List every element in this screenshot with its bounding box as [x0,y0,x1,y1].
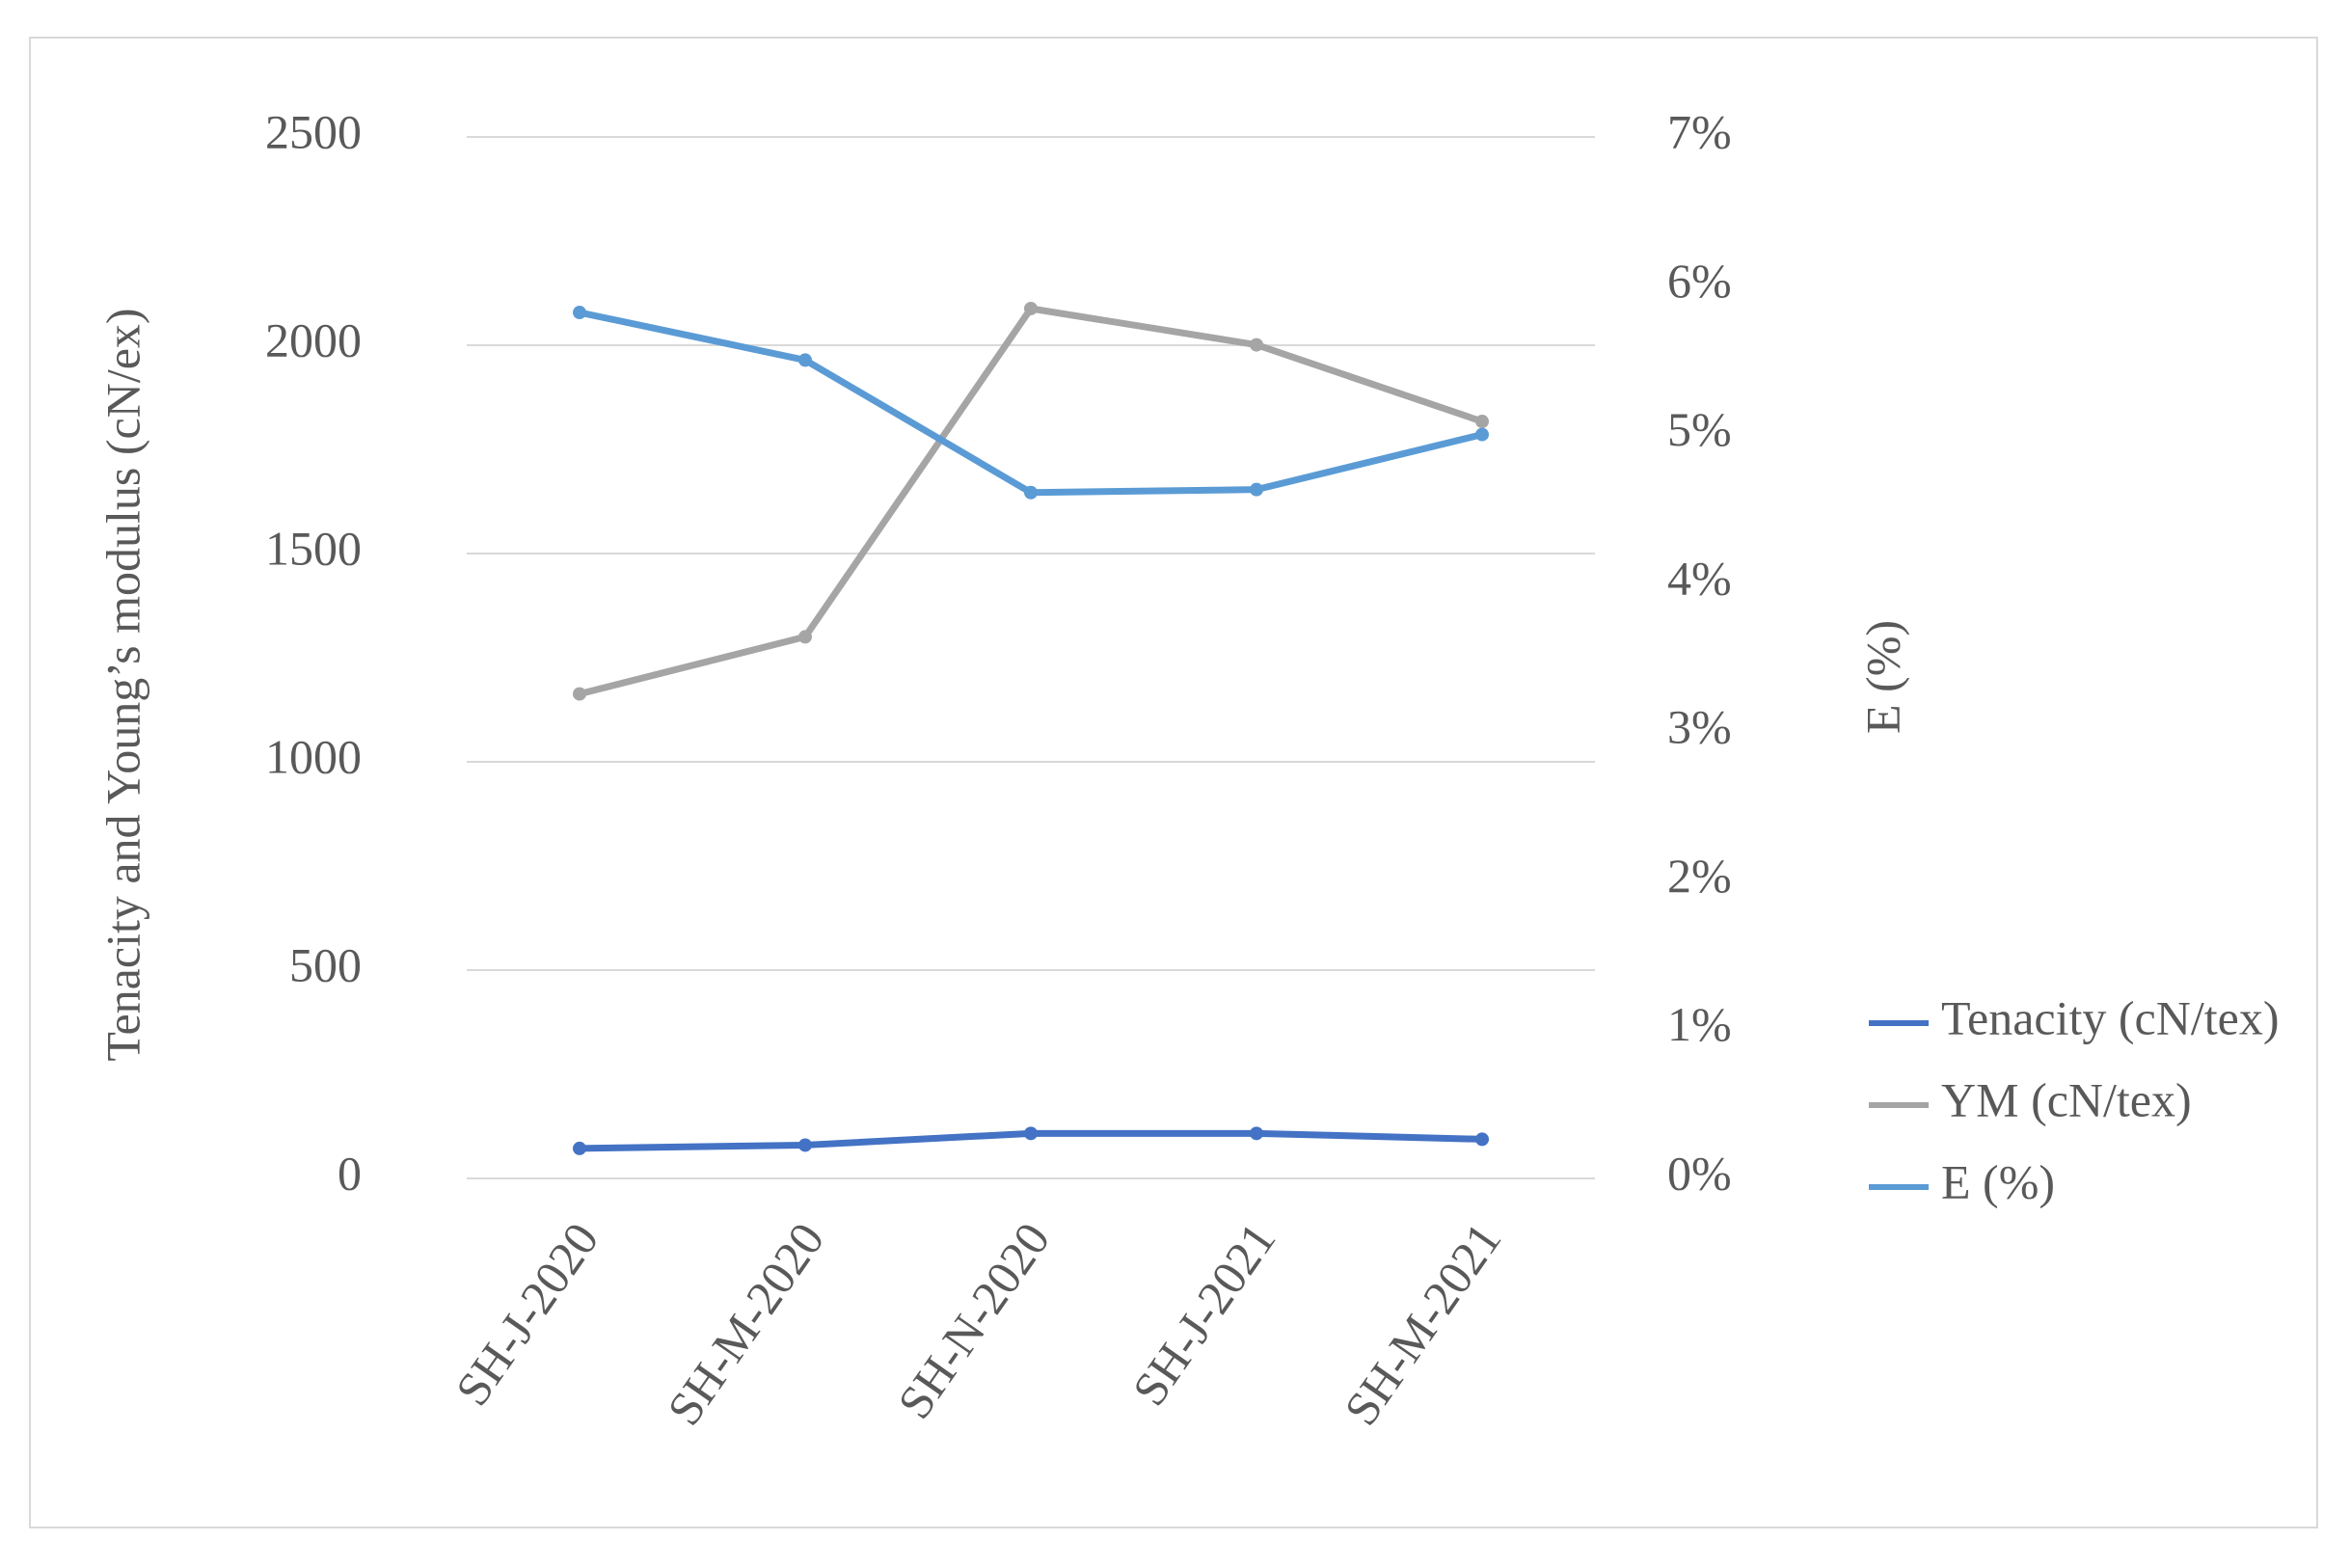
data-point [1250,1126,1263,1141]
data-point [1475,415,1489,429]
y2-tick-label: 0% [1667,1146,1732,1200]
y2-axis-title: E (%) [1855,620,1909,734]
y2-tick-label: 2% [1667,849,1732,903]
data-point [573,306,586,320]
y-tick-label: 1500 [265,521,362,575]
data-point [1475,427,1489,442]
y-tick-label: 500 [289,937,362,991]
data-point [1250,482,1263,497]
legend-label: E (%) [1941,1154,2055,1208]
y2-tick-label: 7% [1667,104,1732,158]
chart-frame [29,37,2318,1528]
y2-tick-label: 5% [1667,402,1732,456]
data-point [573,1141,586,1155]
data-point [1475,1132,1489,1147]
legend-label: YM (cN/tex) [1941,1072,2192,1126]
data-point [1250,338,1263,352]
data-point [1024,485,1038,500]
legend-label: Tenacity (cN/tex) [1941,990,2280,1044]
y2-tick-label: 1% [1667,997,1732,1051]
y2-tick-label: 4% [1667,551,1732,605]
data-point [798,1138,812,1152]
data-point [573,687,586,701]
data-point [798,353,812,367]
y2-tick-label: 6% [1667,254,1732,308]
y-tick-label: 2500 [265,104,362,158]
data-point [798,630,812,644]
y2-tick-label: 3% [1667,700,1732,754]
y-tick-label: 0 [338,1146,362,1200]
y-tick-label: 1000 [265,729,362,783]
y-axis-title: Tenacity and Young’s modulus (cN/ex) [95,308,149,1061]
data-point [1024,301,1038,315]
y-tick-label: 2000 [265,312,362,366]
data-point [1024,1126,1038,1141]
